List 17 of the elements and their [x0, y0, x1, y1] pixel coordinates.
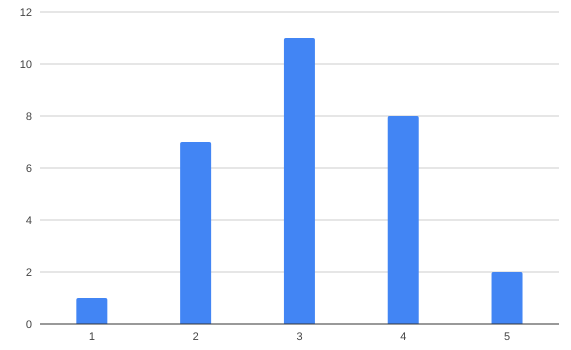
- bar: [388, 116, 419, 324]
- bar: [284, 38, 315, 324]
- y-tick-label: 8: [26, 110, 32, 123]
- x-tick-label: 2: [192, 330, 199, 343]
- y-tick-label: 10: [20, 58, 32, 71]
- bar: [76, 298, 108, 324]
- bar: [492, 272, 523, 324]
- y-tick-label: 6: [26, 162, 32, 175]
- y-tick-label: 0: [26, 318, 32, 331]
- x-tick-label: 4: [400, 330, 406, 343]
- x-tick-label: 1: [88, 330, 95, 343]
- x-tick-label: 5: [504, 330, 510, 343]
- y-tick-label: 12: [20, 6, 32, 19]
- y-tick-label: 4: [26, 214, 32, 227]
- bar: [180, 142, 212, 324]
- x-tick-label: 3: [296, 330, 303, 343]
- y-tick-label: 2: [26, 266, 32, 279]
